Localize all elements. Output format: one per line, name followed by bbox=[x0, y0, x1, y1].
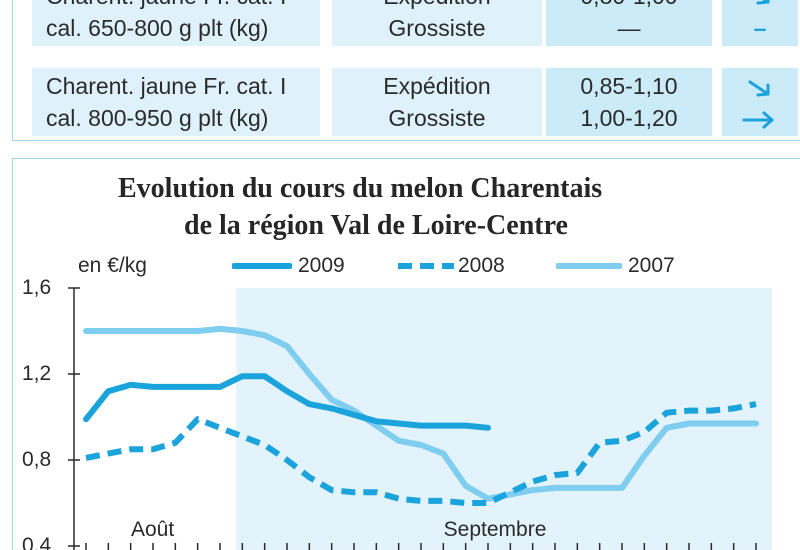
product-name: Charent. jaune Fr. cat. I bbox=[46, 0, 320, 12]
price-expedition: 0,85-1,10 bbox=[580, 73, 678, 99]
legend-swatch-2007 bbox=[556, 263, 622, 269]
price-cell: 0,85-1,10 1,00-1,20 bbox=[546, 68, 712, 136]
price-table: Charent. jaune Fr. cat. I cal. 650-800 g… bbox=[0, 0, 800, 142]
legend-swatch-2008 bbox=[398, 263, 454, 269]
y-tick-label: 1,2 bbox=[22, 362, 52, 385]
legend-label-2007: 2007 bbox=[628, 254, 675, 277]
y-axis-label: en €/kg bbox=[78, 254, 147, 277]
legend-swatch-2009 bbox=[232, 263, 292, 269]
product-cell: Charent. jaune Fr. cat. I cal. 800-950 g… bbox=[32, 68, 320, 136]
trend-cell bbox=[722, 68, 798, 136]
stage-expedition: Expédition bbox=[383, 73, 491, 99]
trend-none: – bbox=[753, 15, 767, 41]
trend-cell: – bbox=[722, 0, 798, 46]
chart-top-border bbox=[12, 158, 800, 159]
product-cell: Charent. jaune Fr. cat. I cal. 650-800 g… bbox=[32, 0, 320, 46]
legend-label-2008: 2008 bbox=[458, 254, 505, 277]
stage-cell: Expédition Grossiste bbox=[332, 68, 542, 136]
price-grossiste: 1,00-1,20 bbox=[580, 105, 678, 131]
stage-cell: Expédition Grossiste bbox=[332, 0, 542, 46]
shaded-period bbox=[236, 288, 773, 550]
y-tick-label: 1,6 bbox=[22, 276, 52, 299]
price-expedition: 0,80-1,00 bbox=[546, 0, 712, 12]
product-caliber: cal. 800-950 g plt (kg) bbox=[46, 105, 269, 131]
table-bottom-border bbox=[12, 140, 800, 141]
x-month-label: Septembre bbox=[443, 518, 547, 541]
table-left-border bbox=[12, 0, 13, 140]
product-name: Charent. jaune Fr. cat. I bbox=[46, 73, 287, 99]
legend-label-2009: 2009 bbox=[298, 254, 345, 277]
right-arrow-icon bbox=[742, 111, 774, 129]
down-right-arrow-icon bbox=[756, 0, 770, 5]
stage-grossiste: Grossiste bbox=[388, 15, 486, 41]
series-line-2008 bbox=[85, 401, 757, 506]
table-row: Charent. jaune Fr. cat. I cal. 800-950 g… bbox=[32, 68, 798, 136]
y-tick-label: 0,4 bbox=[22, 534, 52, 550]
y-tick-label: 0,8 bbox=[22, 448, 52, 471]
stage-expedition: Expédition bbox=[332, 0, 542, 12]
chart-title: Evolution du cours du melon Charentais bbox=[118, 173, 603, 204]
down-right-arrow-icon bbox=[748, 80, 770, 97]
chart-left-border bbox=[12, 158, 13, 550]
series-line-2007 bbox=[83, 325, 759, 502]
table-row: Charent. jaune Fr. cat. I cal. 650-800 g… bbox=[32, 0, 798, 46]
series-line-2009 bbox=[83, 373, 491, 431]
chart-subtitle: de la région Val de Loire-Centre bbox=[184, 210, 568, 241]
product-caliber: cal. 650-800 g plt (kg) bbox=[46, 15, 269, 41]
stage-grossiste: Grossiste bbox=[388, 105, 486, 131]
price-cell: 0,80-1,00 — bbox=[546, 0, 712, 46]
x-month-label: Août bbox=[131, 518, 175, 541]
price-grossiste: — bbox=[617, 15, 641, 41]
